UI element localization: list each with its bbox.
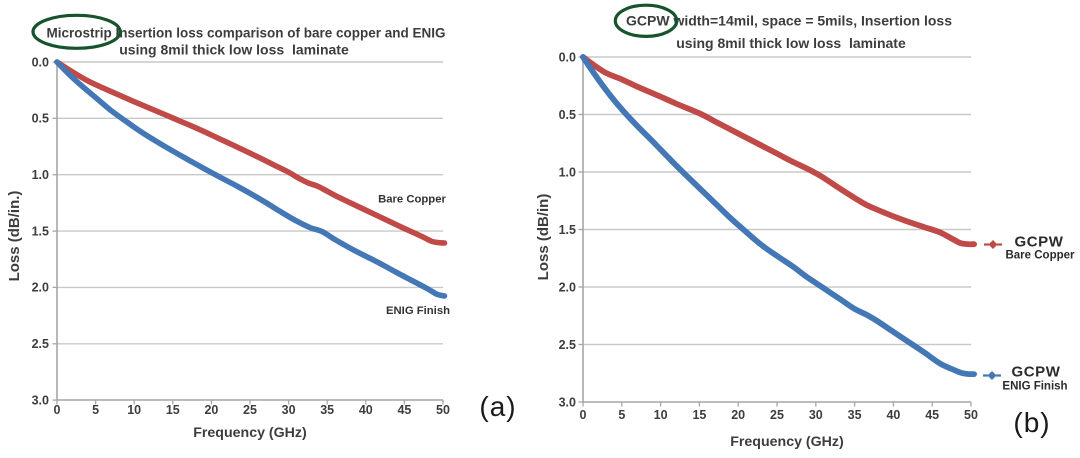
svg-text:50: 50 [964,408,978,422]
svg-text:0.5: 0.5 [32,112,49,126]
svg-text:3.0: 3.0 [559,395,576,409]
svg-text:0.5: 0.5 [559,108,576,122]
svg-text:Frequency (GHz): Frequency (GHz) [193,425,307,441]
svg-text:(b): (b) [1013,407,1050,438]
svg-text:2.5: 2.5 [559,338,576,352]
svg-text:0: 0 [580,408,587,422]
svg-text:40: 40 [359,403,373,417]
svg-text:30: 30 [809,408,823,422]
svg-text:45: 45 [397,403,411,417]
svg-text:ENIG Finish: ENIG Finish [386,305,450,317]
svg-text:1.0: 1.0 [32,168,49,182]
svg-text:30: 30 [282,403,296,417]
svg-text:Microstrip Insertion loss comp: Microstrip Insertion loss comparison of … [46,26,445,41]
svg-text:35: 35 [320,403,334,417]
svg-text:10: 10 [654,408,668,422]
svg-text:Loss (dB/in): Loss (dB/in) [535,194,552,281]
svg-text:20: 20 [204,403,218,417]
svg-text:GCPW width=14mil, space = 5mil: GCPW width=14mil, space = 5mils, Inserti… [626,13,952,29]
svg-text:0.0: 0.0 [559,50,576,64]
svg-text:GCPW: GCPW [1014,234,1063,251]
svg-text:Bare Copper: Bare Copper [378,194,446,206]
svg-text:5: 5 [618,408,625,422]
svg-text:5: 5 [92,403,99,417]
svg-text:15: 15 [692,408,706,422]
svg-text:Loss (dB/in.): Loss (dB/in.) [6,191,23,282]
svg-text:0.0: 0.0 [32,55,49,69]
svg-text:2.5: 2.5 [32,337,49,351]
svg-text:3.0: 3.0 [32,393,49,407]
svg-text:1.5: 1.5 [559,223,576,237]
svg-text:using 8mil thick low loss lam: using 8mil thick low loss laminate [676,35,906,51]
svg-text:35: 35 [848,408,862,422]
svg-text:using 8mil thick low loss lam: using 8mil thick low loss laminate [119,42,349,58]
svg-text:Bare Copper: Bare Copper [1005,250,1075,262]
svg-text:50: 50 [436,403,450,417]
svg-text:10: 10 [127,403,141,417]
svg-text:0: 0 [54,403,61,417]
svg-text:20: 20 [731,408,745,422]
svg-text:15: 15 [166,403,180,417]
svg-text:25: 25 [243,403,257,417]
svg-text:1.0: 1.0 [559,165,576,179]
svg-text:(a): (a) [479,391,516,422]
svg-text:2.0: 2.0 [32,281,49,295]
svg-text:40: 40 [886,408,900,422]
svg-text:45: 45 [925,408,939,422]
svg-text:1.5: 1.5 [32,224,49,238]
svg-text:25: 25 [770,408,784,422]
svg-text:ENIG Finish: ENIG Finish [1002,381,1067,393]
svg-text:Frequency (GHz): Frequency (GHz) [730,434,844,450]
svg-text:GCPW: GCPW [1011,364,1060,381]
svg-text:2.0: 2.0 [559,280,576,294]
